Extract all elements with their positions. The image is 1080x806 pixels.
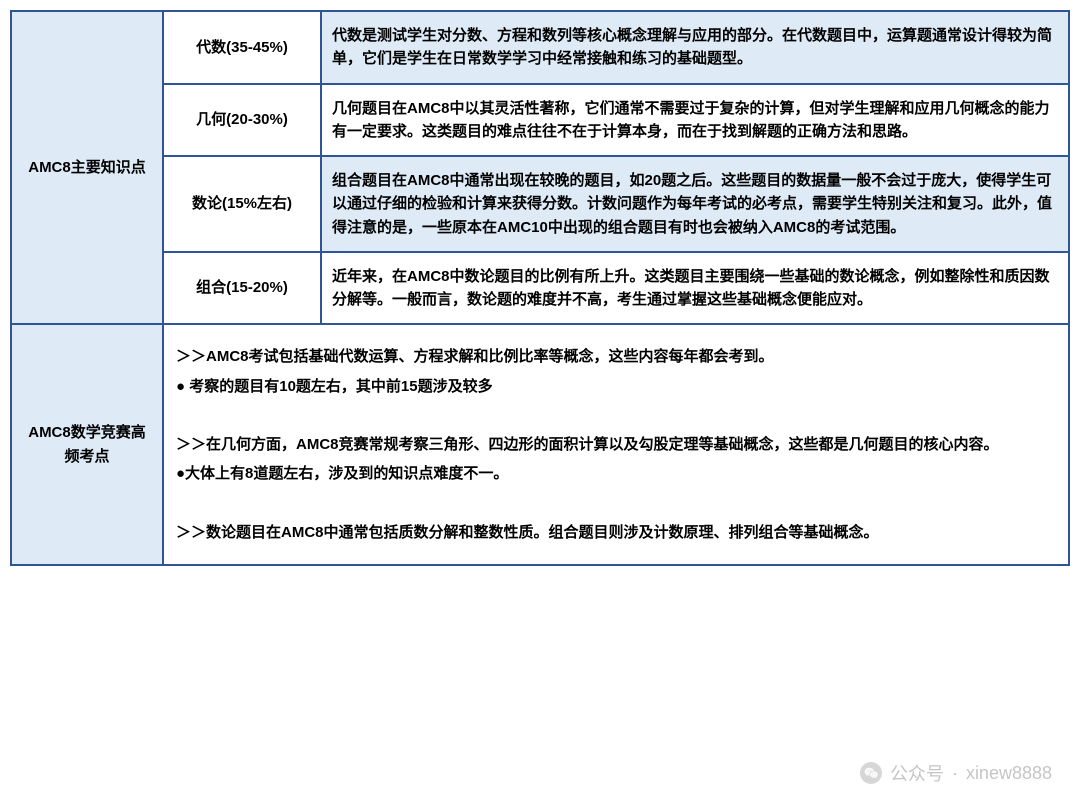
- freq-line: ＞＞AMC8考试包括基础代数运算、方程求解和比例比率等概念，这些内容每年都会考到…: [176, 345, 1056, 368]
- freq-line: [176, 492, 1056, 515]
- freq-line: ＞＞数论题目在AMC8中通常包括质数分解和整数性质。组合题目则涉及计数原理、排列…: [176, 521, 1056, 544]
- desc-cell-algebra: 代数是测试学生对分数、方程和数列等核心概念理解与应用的部分。在代数题目中，运算题…: [321, 11, 1069, 84]
- watermark: 公众号 · xinew8888: [860, 760, 1052, 786]
- topic-cell-geometry: 几何(20-30%): [163, 84, 321, 157]
- amc8-topics-table: AMC8主要知识点 代数(35-45%) 代数是测试学生对分数、方程和数列等核心…: [10, 10, 1070, 566]
- section-title-frequent: AMC8数学竞赛高频考点: [11, 324, 163, 565]
- section-title-knowledge: AMC8主要知识点: [11, 11, 163, 324]
- freq-line: ●大体上有8道题左右，涉及到的知识点难度不一。: [176, 462, 1056, 485]
- freq-line: [176, 404, 1056, 427]
- desc-cell-combinatorics: 近年来，在AMC8中数论题目的比例有所上升。这类题目主要围绕一些基础的数论概念，…: [321, 252, 1069, 325]
- freq-line: ＞＞在几何方面，AMC8竞赛常规考察三角形、四边形的面积计算以及勾股定理等基础概…: [176, 433, 1056, 456]
- wechat-icon: [860, 762, 882, 784]
- watermark-handle: xinew8888: [966, 763, 1052, 784]
- watermark-separator: ·: [952, 763, 958, 784]
- desc-cell-geometry: 几何题目在AMC8中以其灵活性著称，它们通常不需要过于复杂的计算，但对学生理解和…: [321, 84, 1069, 157]
- desc-cell-number-theory: 组合题目在AMC8中通常出现在较晚的题目，如20题之后。这些题目的数据量一般不会…: [321, 156, 1069, 252]
- topic-cell-algebra: 代数(35-45%): [163, 11, 321, 84]
- topic-cell-combinatorics: 组合(15-20%): [163, 252, 321, 325]
- frequent-points-content: ＞＞AMC8考试包括基础代数运算、方程求解和比例比率等概念，这些内容每年都会考到…: [163, 324, 1069, 565]
- freq-line: ● 考察的题目有10题左右，其中前15题涉及较多: [176, 375, 1056, 398]
- watermark-label: 公众号: [890, 760, 944, 786]
- topic-cell-number-theory: 数论(15%左右): [163, 156, 321, 252]
